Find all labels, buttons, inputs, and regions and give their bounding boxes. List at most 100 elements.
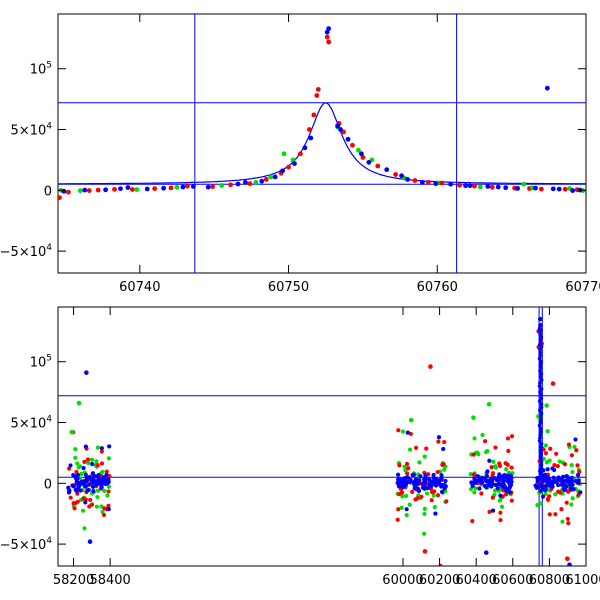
data-point [479, 491, 484, 496]
data-point [83, 444, 88, 449]
data-point [539, 463, 544, 467]
plot-area [58, 307, 586, 566]
data-point [411, 472, 417, 477]
data-point [539, 472, 544, 477]
data-point [86, 188, 92, 193]
data-point [425, 491, 430, 496]
data-point [487, 509, 492, 515]
data-point [399, 505, 404, 510]
data-point [505, 462, 510, 467]
data-point [498, 517, 503, 523]
data-point [410, 489, 415, 494]
data-point [94, 504, 99, 509]
data-point [405, 471, 410, 476]
data-point [443, 478, 448, 484]
x-tick-label: 58200 [53, 573, 94, 588]
data-point [396, 507, 401, 512]
data-point [73, 455, 78, 460]
data-point [538, 501, 543, 506]
data-point [498, 510, 503, 515]
data-point [538, 368, 542, 373]
data-point [77, 483, 82, 488]
data-point [75, 461, 80, 466]
data-point [556, 482, 561, 488]
data-point [575, 472, 581, 478]
data-point [475, 474, 480, 479]
data-point [555, 477, 560, 482]
data-point [569, 463, 574, 468]
data-point [538, 390, 542, 395]
data-point [550, 484, 555, 489]
y-tick-label: 105 [30, 61, 52, 78]
data-point [375, 163, 381, 169]
data-point [538, 341, 543, 346]
data-point [484, 485, 489, 490]
data-point [539, 420, 543, 425]
data-point [404, 461, 410, 467]
data-point [504, 467, 509, 472]
data-point [538, 375, 543, 379]
data-point [404, 513, 409, 518]
data-point [413, 484, 418, 489]
data-point [73, 487, 78, 493]
data-point [429, 498, 434, 503]
data-point [572, 444, 577, 449]
data-point [485, 469, 490, 474]
data-point [73, 447, 78, 452]
data-point [95, 463, 100, 468]
data-point [548, 446, 553, 451]
data-point [431, 472, 436, 478]
x-tick-label: 60760 [417, 280, 458, 295]
data-point [431, 493, 436, 498]
data-point [418, 474, 423, 479]
data-point [94, 479, 99, 484]
data-point [479, 479, 484, 484]
data-point [439, 473, 444, 478]
data-point [539, 396, 544, 401]
data-point [74, 469, 79, 474]
data-point [419, 180, 425, 185]
data-point [76, 465, 81, 470]
data-point [509, 434, 515, 439]
data-point [538, 454, 543, 458]
data-point [268, 174, 274, 180]
data-point [566, 442, 572, 447]
data-point [335, 123, 341, 129]
data-point [492, 488, 498, 493]
data-point [326, 26, 332, 31]
x-tick-label: 60200 [419, 573, 460, 588]
data-point [83, 479, 88, 484]
data-point [419, 494, 424, 499]
data-point [473, 486, 478, 491]
y-tick-label: 5×104 [11, 415, 53, 432]
data-point [539, 451, 544, 455]
data-point [99, 449, 104, 454]
data-point [324, 34, 330, 40]
data-point [427, 479, 433, 484]
axis-frame [57, 306, 587, 567]
data-point [566, 521, 571, 526]
data-point [106, 477, 111, 482]
data-point [429, 483, 434, 488]
data-point [480, 432, 485, 438]
data-point [541, 456, 546, 462]
data-point [168, 185, 174, 191]
data-point [538, 408, 542, 413]
data-point [534, 483, 539, 489]
data-point [554, 451, 559, 456]
data-point [326, 39, 332, 45]
data-point [533, 185, 538, 191]
data-point [95, 494, 100, 500]
data-point [405, 430, 410, 435]
data-point [543, 487, 548, 493]
data-point [400, 429, 405, 434]
data-point [263, 176, 269, 182]
data-point [399, 490, 405, 495]
data-point [422, 511, 427, 517]
data-point [129, 187, 135, 192]
data-point [573, 437, 578, 442]
y-tick-label: −5×104 [0, 243, 52, 260]
data-point [417, 460, 422, 465]
data-point [550, 381, 556, 386]
data-point [82, 484, 87, 489]
